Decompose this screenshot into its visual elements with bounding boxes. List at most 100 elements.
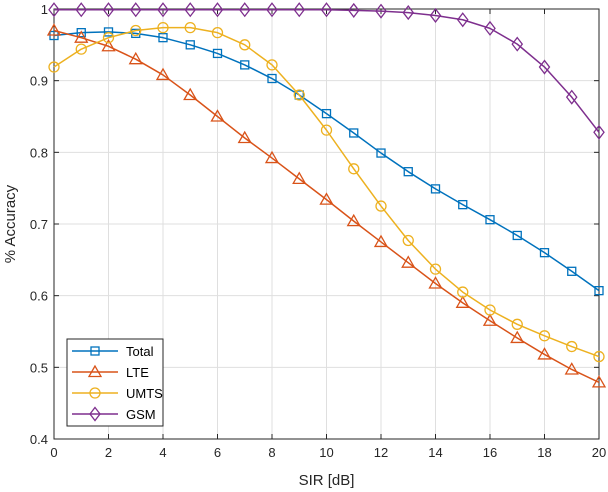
data-point-total bbox=[430, 184, 441, 194]
legend-item-total: Total bbox=[72, 344, 154, 359]
data-point-lte bbox=[428, 276, 443, 289]
x-tick-label: 6 bbox=[214, 445, 221, 460]
series-line-gsm bbox=[54, 8, 600, 133]
data-point-umts bbox=[75, 43, 87, 55]
series-lte bbox=[46, 23, 607, 388]
x-tick-label: 18 bbox=[537, 445, 551, 460]
data-point-lte bbox=[482, 313, 498, 326]
data-point-lte bbox=[74, 30, 89, 43]
data-point-total bbox=[294, 90, 304, 100]
data-point-total bbox=[539, 248, 550, 258]
data-point-gsm bbox=[565, 89, 578, 105]
y-tick-label: 0.5 bbox=[30, 360, 48, 375]
data-point-total bbox=[76, 27, 86, 38]
data-point-total bbox=[376, 148, 386, 158]
series-umts bbox=[48, 21, 605, 363]
legend-label-total: Total bbox=[126, 344, 154, 359]
x-tick-label: 20 bbox=[592, 445, 606, 460]
y-tick-label: 0.7 bbox=[30, 217, 48, 232]
data-point-umts bbox=[566, 340, 578, 353]
x-tick-label: 0 bbox=[50, 445, 57, 460]
data-point-lte bbox=[155, 67, 171, 81]
data-point-umts bbox=[48, 61, 60, 73]
data-point-gsm bbox=[402, 5, 415, 21]
x-tick-label: 2 bbox=[105, 445, 112, 460]
x-tick-label: 16 bbox=[483, 445, 497, 460]
data-point-lte bbox=[319, 192, 334, 205]
data-point-lte bbox=[46, 23, 62, 36]
legend: Total LTE UMTS GSM bbox=[66, 338, 164, 427]
data-point-lte bbox=[373, 234, 389, 248]
x-tick-label: 12 bbox=[374, 445, 388, 460]
data-point-gsm bbox=[266, 2, 278, 18]
data-point-lte bbox=[264, 150, 280, 164]
data-point-gsm bbox=[184, 2, 197, 18]
y-tick-label: 0.8 bbox=[30, 145, 48, 160]
data-point-lte bbox=[346, 213, 361, 227]
data-point-gsm bbox=[129, 2, 142, 18]
legend-marker-total bbox=[90, 346, 100, 356]
data-point-total bbox=[185, 40, 195, 50]
series-line-lte bbox=[53, 29, 600, 384]
data-point-lte bbox=[183, 87, 198, 101]
data-point-umts bbox=[457, 286, 469, 298]
data-point-gsm bbox=[538, 59, 551, 75]
data-point-gsm bbox=[429, 7, 442, 24]
data-point-umts bbox=[429, 263, 442, 275]
y-axis-label: % Accuracy bbox=[2, 184, 19, 263]
x-tick-label: 10 bbox=[319, 445, 333, 460]
data-point-total bbox=[594, 285, 604, 296]
data-point-lte bbox=[564, 362, 579, 375]
x-tick-label: 4 bbox=[159, 445, 166, 460]
data-point-gsm bbox=[456, 12, 469, 28]
data-point-umts bbox=[157, 21, 169, 34]
series-line-total bbox=[53, 31, 600, 292]
data-point-umts bbox=[402, 234, 414, 247]
data-point-umts bbox=[102, 32, 115, 44]
data-point-umts bbox=[375, 200, 387, 212]
data-point-lte bbox=[128, 51, 143, 65]
legend-item-lte: LTE bbox=[72, 364, 149, 380]
legend-marker-gsm bbox=[89, 406, 101, 422]
legend-label-gsm: GSM bbox=[126, 407, 156, 422]
data-point-gsm bbox=[375, 3, 387, 19]
legend-item-umts: UMTS bbox=[72, 386, 163, 401]
series-total bbox=[49, 27, 604, 296]
legend-item-gsm: GSM bbox=[72, 406, 156, 422]
data-point-gsm bbox=[102, 2, 115, 18]
data-point-lte bbox=[591, 375, 607, 388]
data-point-umts bbox=[538, 330, 551, 342]
data-point-gsm bbox=[511, 36, 524, 52]
data-point-total bbox=[512, 230, 522, 241]
y-tick-label: 0.4 bbox=[30, 432, 48, 447]
x-tick-label: 14 bbox=[428, 445, 442, 460]
axis-ticks: 0 2 4 6 8 10 12 14 16 18 20 0.4 0.5 0.6 0.7 0.8 0.9 1 bbox=[30, 2, 606, 460]
data-point-gsm bbox=[347, 2, 360, 18]
data-point-lte bbox=[537, 347, 552, 360]
data-point-gsm bbox=[320, 2, 333, 18]
data-point-total bbox=[567, 266, 577, 276]
data-point-lte bbox=[455, 295, 470, 308]
data-point-umts bbox=[293, 89, 305, 101]
data-point-umts bbox=[184, 21, 196, 34]
data-point-lte bbox=[101, 38, 116, 52]
series-layer bbox=[46, 2, 607, 388]
data-point-lte bbox=[292, 171, 307, 185]
data-point-gsm bbox=[48, 2, 60, 18]
y-tick-label: 1 bbox=[41, 2, 48, 17]
data-point-umts bbox=[511, 318, 523, 330]
series-line-umts bbox=[53, 26, 600, 358]
data-point-total bbox=[485, 215, 495, 225]
legend-marker-lte bbox=[87, 364, 103, 378]
data-point-total bbox=[321, 108, 332, 119]
data-point-gsm bbox=[75, 2, 88, 18]
data-point-umts bbox=[266, 59, 278, 71]
data-point-umts bbox=[484, 304, 496, 316]
data-point-umts bbox=[211, 27, 224, 39]
data-point-total bbox=[103, 27, 114, 37]
data-point-umts bbox=[320, 124, 333, 136]
data-point-total bbox=[458, 199, 468, 210]
data-point-gsm bbox=[211, 2, 224, 18]
data-point-umts bbox=[239, 39, 251, 51]
